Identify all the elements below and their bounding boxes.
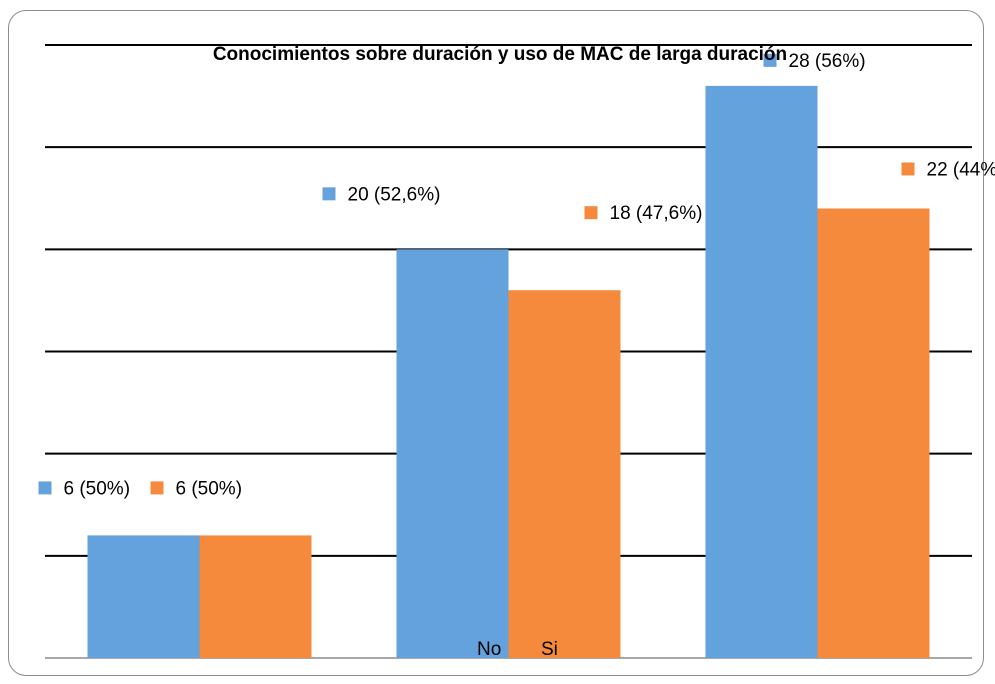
data-label-marker (901, 162, 915, 176)
legend: No Si (462, 639, 558, 660)
bar-si-1 (199, 535, 312, 658)
legend-item-si: Si (526, 639, 558, 660)
data-label-si-1: 6 (50%) (150, 478, 243, 499)
bar-no-1 (87, 535, 200, 658)
bar-si-2 (508, 290, 621, 658)
data-label-no-3: 28 (56%) (763, 51, 866, 72)
data-label-marker (38, 481, 52, 495)
bar-si-3 (817, 208, 930, 658)
data-label-marker (150, 481, 164, 495)
data-label-marker (584, 206, 598, 220)
legend-item-no: No (462, 639, 501, 660)
legend-swatch (462, 641, 475, 654)
chart-title: Conocimientos sobre duración y uso de MA… (213, 44, 787, 65)
bar-no-3 (705, 85, 818, 658)
bars (87, 85, 930, 659)
data-label-marker (763, 53, 777, 67)
data-label-marker (322, 187, 336, 201)
data-labels: 6 (50%) 6 (50%) 20 (52,6%) 18 (47,6%) 28 (56… (38, 51, 995, 499)
bar-no-2 (396, 249, 509, 659)
data-label-text: 28 (56%) (789, 51, 866, 72)
data-label-text: 6 (50%) (176, 478, 243, 499)
data-label-si-2: 18 (47,6%) (584, 203, 703, 224)
data-label-si-3: 22 (44%) (901, 159, 995, 180)
data-label-no-1: 6 (50%) (38, 478, 131, 499)
data-label-text: 6 (50%) (64, 478, 131, 499)
legend-swatch (526, 641, 539, 654)
legend-label: Si (541, 639, 558, 660)
legend-label: No (477, 639, 501, 660)
data-label-text: 18 (47,6%) (610, 203, 703, 224)
data-label-no-2: 20 (52,6%) (322, 184, 441, 205)
data-label-text: 22 (44%) (927, 159, 995, 180)
data-label-text: 20 (52,6%) (348, 184, 441, 205)
